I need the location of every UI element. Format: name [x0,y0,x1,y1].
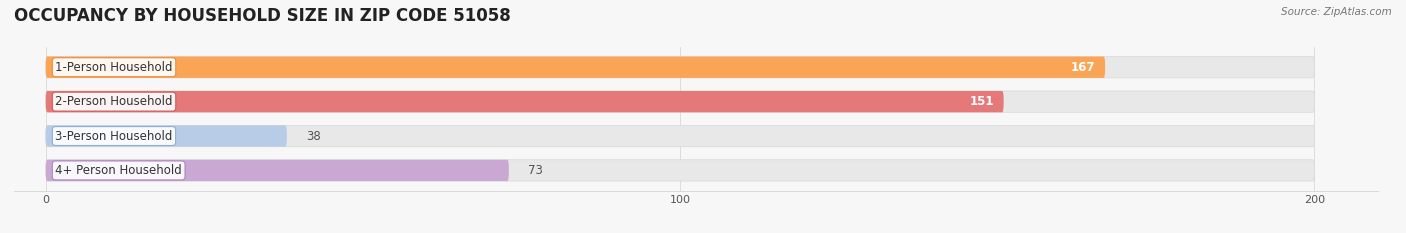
Text: 4+ Person Household: 4+ Person Household [55,164,181,177]
Text: 2-Person Household: 2-Person Household [55,95,173,108]
Text: 73: 73 [527,164,543,177]
Text: 38: 38 [307,130,321,143]
FancyBboxPatch shape [46,160,1315,181]
FancyBboxPatch shape [46,57,1315,78]
Text: OCCUPANCY BY HOUSEHOLD SIZE IN ZIP CODE 51058: OCCUPANCY BY HOUSEHOLD SIZE IN ZIP CODE … [14,7,510,25]
FancyBboxPatch shape [46,125,287,147]
FancyBboxPatch shape [46,91,1004,112]
Text: Source: ZipAtlas.com: Source: ZipAtlas.com [1281,7,1392,17]
Text: 151: 151 [970,95,994,108]
FancyBboxPatch shape [46,125,1315,147]
FancyBboxPatch shape [46,160,509,181]
FancyBboxPatch shape [46,57,1105,78]
Text: 1-Person Household: 1-Person Household [55,61,173,74]
FancyBboxPatch shape [46,91,1315,112]
Text: 3-Person Household: 3-Person Household [55,130,173,143]
Text: 167: 167 [1071,61,1095,74]
